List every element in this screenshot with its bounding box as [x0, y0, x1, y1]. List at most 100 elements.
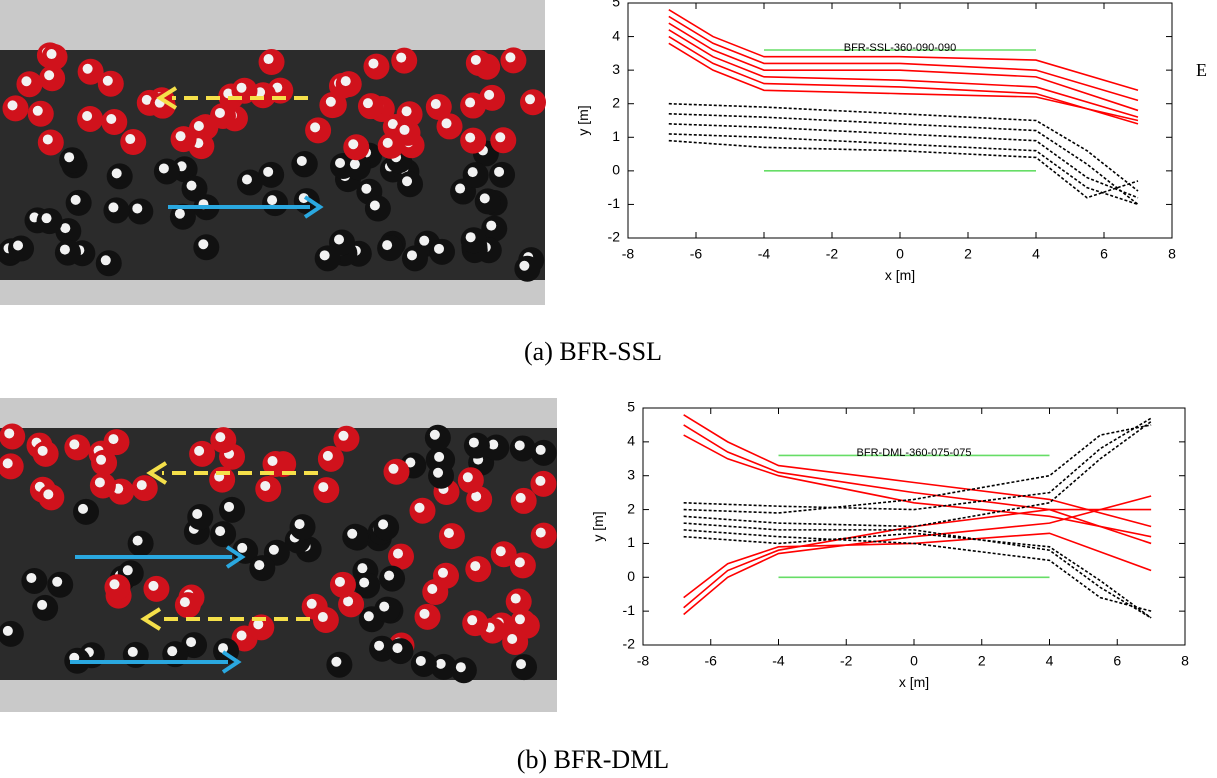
head	[484, 89, 495, 100]
chart-title: BFR-SSL-360-090-090	[844, 42, 957, 54]
arrow-head	[146, 461, 168, 485]
trajectory	[668, 9, 1139, 92]
head	[387, 119, 398, 130]
head	[379, 601, 390, 612]
trajectory	[668, 29, 1139, 118]
head	[215, 432, 226, 443]
head	[467, 615, 478, 626]
head	[296, 155, 307, 166]
y-tick-label: 5	[612, 0, 620, 10]
head	[215, 526, 226, 537]
y-tick-label: -1	[623, 602, 636, 618]
head	[267, 195, 278, 206]
head	[37, 599, 48, 610]
head	[253, 619, 264, 630]
y-tick-label: 1	[627, 534, 635, 550]
head	[224, 501, 235, 512]
head	[396, 52, 407, 63]
y-tick-label: 0	[627, 568, 635, 584]
head	[310, 122, 321, 133]
head	[13, 240, 24, 251]
head	[32, 105, 43, 116]
head	[255, 87, 266, 98]
head	[488, 439, 499, 450]
margin-text: E	[1196, 60, 1207, 80]
head	[132, 203, 143, 214]
head	[4, 428, 15, 439]
head	[70, 194, 81, 205]
trajectory	[683, 417, 1152, 511]
head	[347, 528, 358, 539]
x-tick-label: -4	[772, 653, 785, 669]
x-axis-label: x [m]	[885, 267, 915, 283]
head	[514, 614, 525, 625]
head	[317, 612, 328, 623]
head	[505, 52, 516, 63]
head	[401, 106, 412, 117]
y-tick-label: 3	[627, 466, 635, 482]
head	[132, 535, 143, 546]
chart-title: BFR-DML-360-075-075	[857, 447, 972, 459]
trajectory	[668, 22, 1139, 112]
caption: (a) BFR-SSL	[524, 337, 662, 366]
x-tick-label: 4	[1046, 653, 1054, 669]
head	[434, 451, 445, 462]
head	[260, 480, 271, 491]
head	[510, 593, 521, 604]
head	[434, 243, 445, 254]
head	[525, 94, 536, 105]
head	[535, 444, 546, 455]
head	[455, 183, 466, 194]
head	[82, 63, 93, 74]
head	[495, 546, 506, 557]
head	[388, 463, 399, 474]
y-tick-label: -2	[623, 636, 636, 652]
head	[26, 572, 37, 583]
head	[455, 662, 466, 673]
y-tick-label: 3	[612, 61, 620, 77]
y-tick-label: -1	[608, 195, 621, 211]
head	[374, 640, 385, 651]
head	[318, 482, 329, 493]
x-tick-label: -2	[826, 246, 839, 262]
head	[319, 250, 330, 261]
head	[106, 114, 117, 125]
head	[516, 659, 527, 670]
head	[64, 152, 75, 163]
head	[429, 429, 440, 440]
y-tick-label: 0	[612, 162, 620, 178]
trajectory	[683, 532, 1152, 619]
people	[0, 42, 557, 684]
trajectory	[668, 42, 1139, 122]
caption: (b) BFR-DML	[517, 745, 669, 774]
trajectory	[683, 424, 1152, 514]
head	[507, 634, 518, 645]
x-tick-label: 2	[964, 246, 972, 262]
head	[108, 434, 119, 445]
head	[43, 489, 54, 500]
head	[471, 491, 482, 502]
head	[338, 430, 349, 441]
head	[21, 76, 32, 87]
head	[535, 475, 546, 486]
head	[479, 193, 490, 204]
head	[94, 477, 105, 488]
x-tick-label: 8	[1168, 246, 1176, 262]
head	[349, 159, 360, 170]
head	[263, 166, 274, 177]
head	[44, 70, 55, 81]
head	[495, 132, 506, 143]
trajectory	[668, 35, 1139, 125]
trajectory	[683, 434, 1152, 538]
head	[427, 583, 438, 594]
head	[392, 643, 403, 654]
head	[109, 579, 120, 590]
arrows	[70, 86, 324, 674]
trajectory	[683, 424, 1152, 511]
x-tick-label: -8	[637, 653, 650, 669]
head	[441, 118, 452, 129]
head	[486, 220, 497, 231]
x-tick-label: -2	[840, 653, 853, 669]
x-tick-label: 4	[1032, 246, 1040, 262]
head	[382, 137, 393, 148]
